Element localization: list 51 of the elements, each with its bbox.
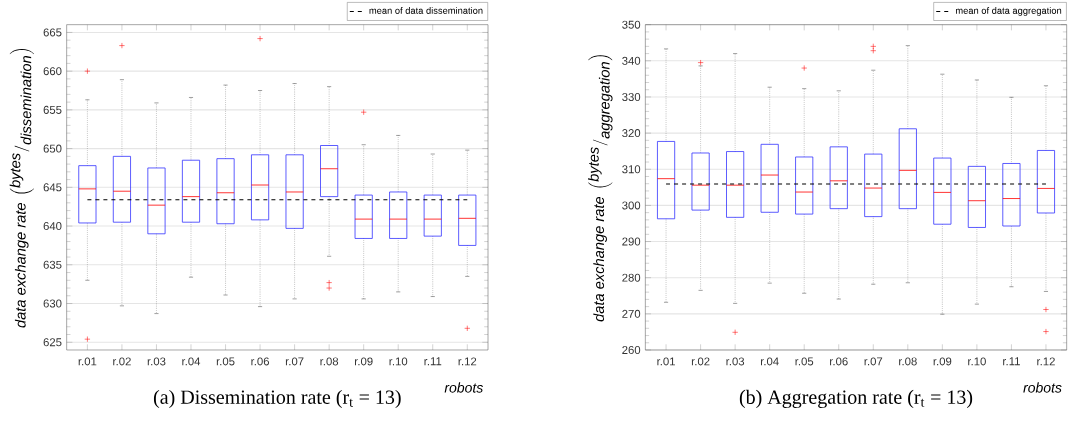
y-tick-label: 330 xyxy=(622,92,641,101)
y-tick-label: 645 xyxy=(43,183,62,192)
y-tick-label: 635 xyxy=(43,260,62,269)
y-tick-label: 280 xyxy=(622,273,641,282)
x-tick-label: r.10 xyxy=(968,357,986,366)
x-tick-label: r.09 xyxy=(354,357,373,366)
y-tick-label: 270 xyxy=(622,309,641,318)
x-tick-label: r.04 xyxy=(760,357,779,366)
y-axis-title: $\textit{data exchange rate}\ \left({}^{\textit{bytes}}/_{\textit{aggregation}}\right)$ xyxy=(588,55,613,322)
text: (a) Dissemination rate (r$_{t}$ = 13) xyxy=(153,389,401,409)
x-tick-label: r.06 xyxy=(830,357,848,366)
x-tick-label: r.12 xyxy=(458,357,477,366)
x-tick-label: r.02 xyxy=(113,357,131,366)
x-tick-label: r.05 xyxy=(795,357,814,366)
x-tick-label: r.09 xyxy=(933,357,952,366)
y-tick-label: 625 xyxy=(43,338,62,347)
x-tick-label: r.08 xyxy=(899,357,917,366)
y-tick-label: 655 xyxy=(43,105,62,114)
x-tick-label: r.11 xyxy=(424,357,442,366)
y-axis-title: $\textit{data exchange rate}\ \left({}^{\textit{bytes}}/_{\textit{dissemination}}\right)$ xyxy=(9,49,34,328)
x-tick-label: r.05 xyxy=(216,357,235,366)
x-tick-label: r.07 xyxy=(864,357,883,366)
y-tick-label: 310 xyxy=(622,165,641,174)
x-tick-label: r.02 xyxy=(691,357,710,366)
y-tick-label: 660 xyxy=(43,67,62,76)
x-tick-label: r.01 xyxy=(78,357,97,366)
y-tick-label: 340 xyxy=(622,56,641,65)
legend-label: mean of data dissemination xyxy=(369,7,483,14)
y-tick-label: 650 xyxy=(43,144,62,153)
x-tick-label: r.01 xyxy=(657,357,675,366)
y-tick-label: 290 xyxy=(622,237,641,246)
x-tick-label: r.03 xyxy=(147,357,166,366)
x-tick-label: r.11 xyxy=(1003,357,1020,366)
x-tick-label: r.03 xyxy=(726,357,745,366)
x-tick-label: r.10 xyxy=(389,357,408,366)
x-tick-label: r.12 xyxy=(1037,357,1055,366)
y-tick-label: 350 xyxy=(622,20,641,29)
x-tick-label: r.07 xyxy=(285,357,304,366)
legend-label: mean of data aggregation xyxy=(956,7,1062,16)
y-tick-label: 260 xyxy=(622,346,641,354)
text: (b) Aggregation rate (r$_{t}$ = 13) xyxy=(739,389,973,409)
x-tick-label: r.04 xyxy=(182,357,201,366)
x-tick-label: r.08 xyxy=(320,357,339,366)
y-tick-label: 665 xyxy=(43,28,62,37)
y-tick-label: 300 xyxy=(622,201,641,210)
x-tick-label: r.06 xyxy=(251,357,270,366)
y-tick-label: 630 xyxy=(43,299,62,308)
y-tick-label: 320 xyxy=(622,129,641,138)
x-axis-title: robots xyxy=(1023,382,1062,393)
y-tick-label: 640 xyxy=(43,222,62,231)
x-axis-title: robots xyxy=(444,382,483,393)
